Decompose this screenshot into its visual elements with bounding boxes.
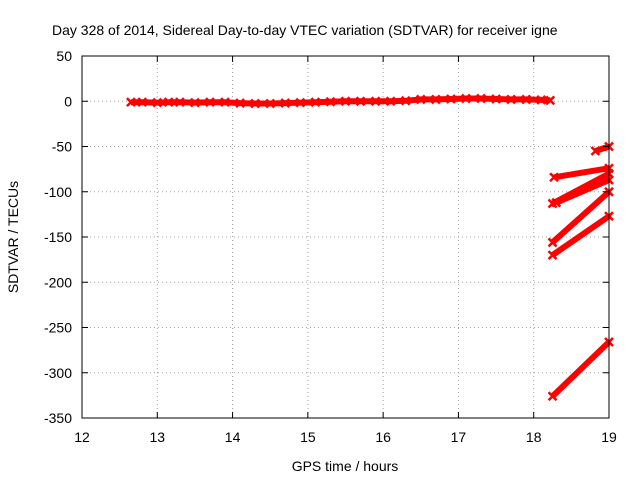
data-point: [190, 97, 200, 108]
data-point: [430, 94, 441, 105]
y-tick-label: -300: [44, 365, 72, 381]
y-axis-label: SDTVAR / TECUs: [5, 181, 21, 293]
series-track: [550, 339, 612, 399]
y-tick-label: 50: [56, 48, 72, 64]
series-track: [130, 95, 551, 107]
series-arc-5: [547, 186, 614, 248]
y-tick-label: 0: [64, 93, 72, 109]
data-point: [521, 94, 532, 105]
y-tick-label: -150: [44, 229, 72, 245]
plot-frame: [81, 55, 610, 419]
x-tick-label: 18: [526, 429, 542, 445]
grid: [82, 56, 609, 418]
y-tick-label: -50: [52, 139, 72, 155]
chart-title: Day 328 of 2014, Sidereal Day-to-day VTE…: [52, 22, 558, 38]
data-point: [280, 98, 291, 108]
x-tick-label: 14: [225, 429, 241, 445]
data-point: [446, 94, 456, 104]
data-point: [549, 172, 559, 183]
data-point: [545, 95, 556, 106]
data-point: [547, 391, 558, 402]
data-point: [126, 97, 136, 108]
series-main-track: [126, 93, 556, 109]
data-point: [551, 197, 562, 208]
data-point: [325, 96, 336, 107]
data-point: [400, 95, 411, 106]
data-point: [265, 98, 276, 109]
x-tick-label: 15: [300, 429, 316, 445]
data-point: [250, 98, 261, 109]
y-tick-label: -200: [44, 274, 72, 290]
y-tick-label: -100: [44, 184, 72, 200]
data-point: [310, 97, 321, 108]
data-point: [152, 97, 163, 108]
y-tick-label: -350: [44, 410, 72, 426]
data-point: [491, 94, 501, 104]
y-tick-label: -250: [44, 320, 72, 336]
data-point: [461, 93, 471, 104]
series-track: [553, 165, 610, 181]
series-track: [550, 213, 611, 258]
x-tick-label: 16: [375, 429, 391, 445]
series-arc-7: [547, 337, 614, 402]
data-point: [174, 97, 185, 108]
data-point: [590, 146, 601, 156]
series-arc-1: [590, 141, 614, 156]
data-point: [547, 237, 558, 248]
data-point: [340, 96, 351, 107]
x-tick-label: 13: [149, 429, 165, 445]
data-point: [536, 95, 547, 105]
series-group: [126, 93, 614, 402]
series-track: [555, 177, 611, 206]
data-point: [220, 97, 230, 108]
x-tick-label: 17: [451, 429, 467, 445]
data-point: [137, 97, 148, 108]
data-point: [506, 94, 517, 105]
data-point: [235, 98, 245, 108]
data-point: [547, 250, 558, 260]
data-point: [355, 96, 366, 107]
data-point: [370, 96, 381, 107]
data-point: [385, 96, 396, 107]
x-axis-label: GPS time / hours: [292, 458, 399, 474]
series-track: [550, 189, 612, 245]
data-point: [476, 93, 486, 104]
data-point: [415, 94, 426, 105]
data-point: [205, 97, 215, 108]
x-tick-label: 19: [601, 429, 617, 445]
data-point: [295, 97, 306, 108]
ticks: 12 13 14 15 16 17 18 19 50 0 -50 -100 -150 -200 -250 -3…: [44, 48, 617, 445]
x-tick-label: 12: [74, 429, 90, 445]
data-point: [163, 97, 174, 108]
